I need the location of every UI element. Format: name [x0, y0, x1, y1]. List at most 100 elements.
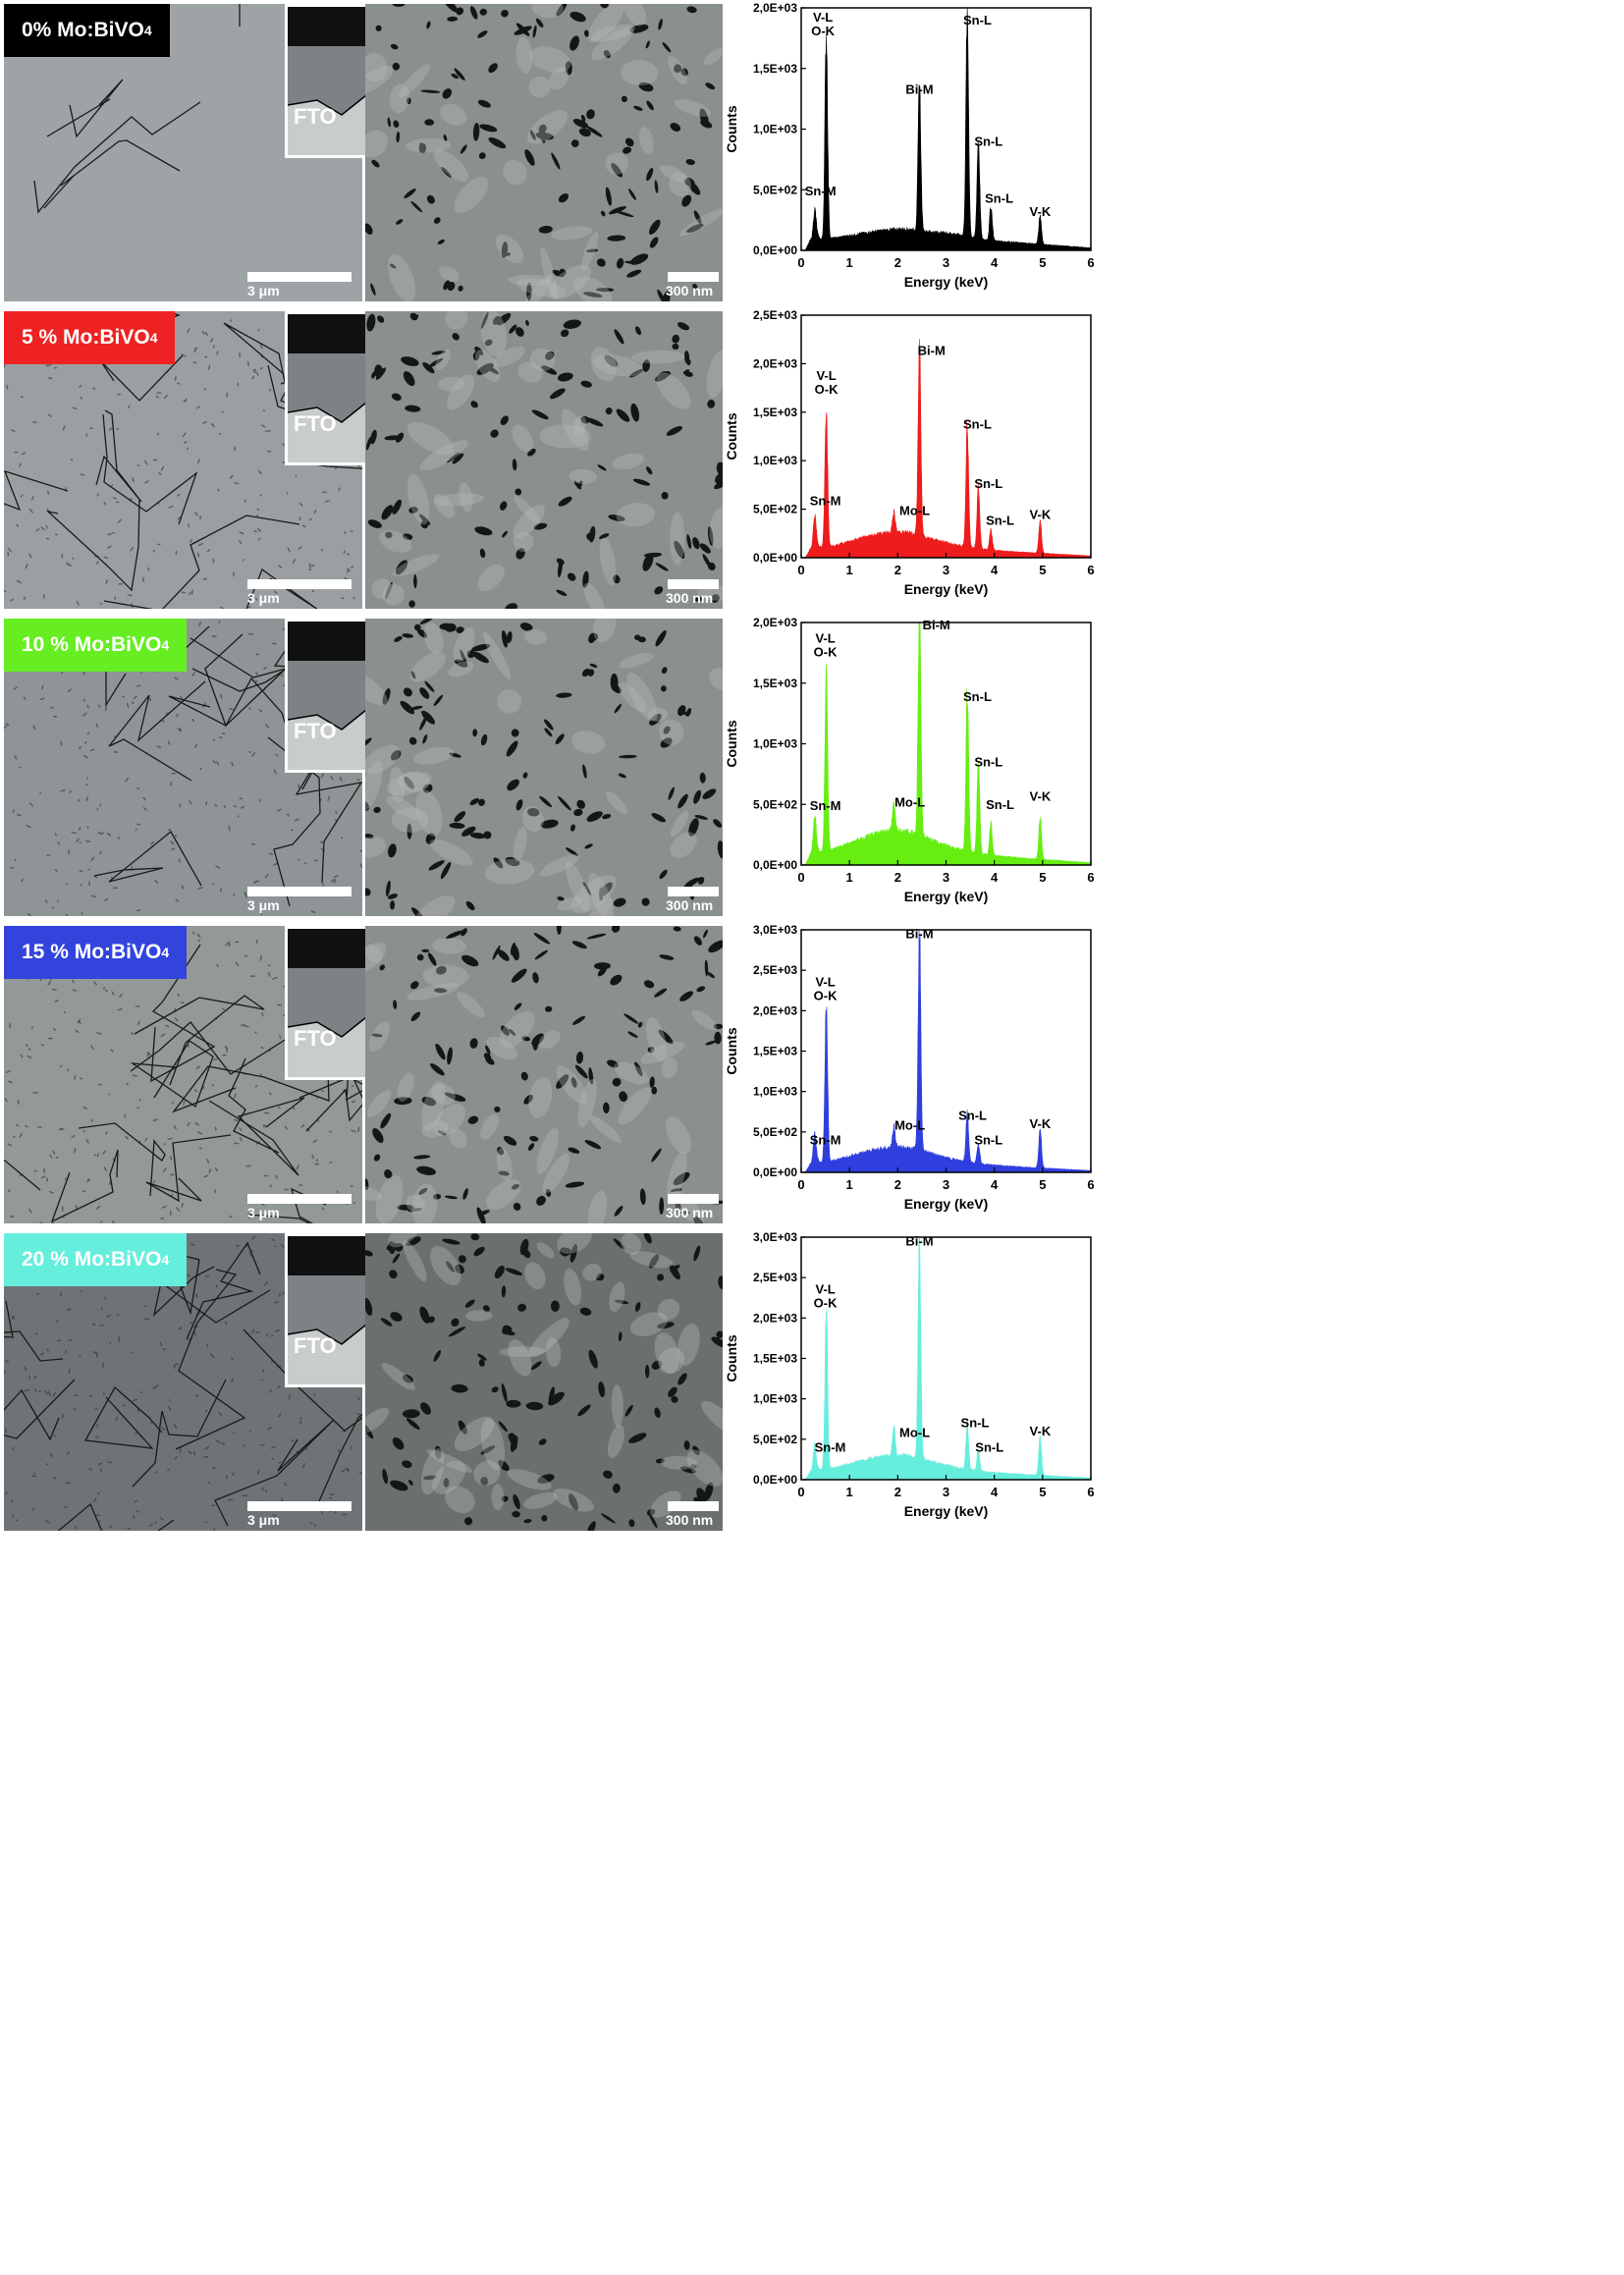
- peak-label: Sn-L: [974, 755, 1002, 770]
- low-mag-scale-bar: [247, 579, 352, 589]
- y-tick-label: 1,0E+03: [753, 1085, 797, 1099]
- peak-label: Sn-M: [810, 1132, 841, 1147]
- peak-label: Sn-L: [963, 689, 992, 704]
- high-mag-scale-text: 300 nm: [666, 897, 714, 913]
- peak-label: Bi-M: [923, 618, 950, 632]
- peak-label: Sn-L: [986, 513, 1014, 527]
- sem-high-magnification-image: [365, 926, 723, 1223]
- fto-label: FTO: [294, 411, 337, 436]
- x-tick-label: 1: [846, 1177, 853, 1192]
- y-tick-label: 5,0E+02: [753, 797, 797, 811]
- x-axis-label: Energy (keV): [904, 274, 989, 290]
- x-tick-label: 6: [1087, 1177, 1094, 1192]
- x-tick-label: 0: [797, 1485, 804, 1499]
- x-tick-label: 0: [797, 1177, 804, 1192]
- low-mag-scale-text: 3 μm: [247, 1512, 280, 1528]
- edx-spectrum-chart: 0 1 2 3 4 5 6 0,0E+00 5,0E+02 1,0E+03 1,5E+03 2,0E+…: [724, 922, 1098, 1229]
- edx-spectrum-chart: 0 1 2 3 4 5 6 0,0E+00 5,0E+02 1,0E+03 1,5E+03 2,0E+…: [724, 0, 1098, 307]
- y-tick-label: 2,5E+03: [753, 963, 797, 977]
- peak-label: Sn-L: [963, 417, 992, 432]
- peak-label: Sn-L: [974, 1132, 1002, 1147]
- x-tick-label: 0: [797, 255, 804, 270]
- sample-label: 20 % Mo:BiVO 4: [4, 1233, 188, 1286]
- sem-high-magnification-image: [365, 4, 723, 301]
- high-mag-scale-bar: [668, 272, 719, 282]
- fto-label: FTO: [294, 104, 337, 129]
- peak-label: V-K: [1030, 1424, 1052, 1438]
- x-tick-label: 6: [1087, 563, 1094, 577]
- peak-label: Sn-L: [986, 797, 1014, 812]
- sample-label-text: 15 % Mo:BiVO: [22, 941, 162, 963]
- y-tick-label: 0,0E+00: [753, 244, 797, 257]
- peak-label: V-L O-K: [814, 630, 838, 659]
- x-tick-label: 2: [894, 1485, 901, 1499]
- peak-label: V-L O-K: [811, 10, 835, 38]
- x-tick-label: 1: [846, 1485, 853, 1499]
- peak-label: Sn-M: [805, 184, 837, 198]
- x-tick-label: 0: [797, 563, 804, 577]
- sample-label-subscript: 4: [161, 637, 170, 653]
- fto-label: FTO: [294, 1026, 337, 1051]
- sample-label-subscript: 4: [161, 945, 170, 960]
- y-tick-label: 0,0E+00: [753, 1473, 797, 1487]
- low-mag-scale-text: 3 μm: [247, 1205, 280, 1220]
- x-tick-label: 2: [894, 870, 901, 885]
- x-tick-label: 2: [894, 1177, 901, 1192]
- y-axis-label: Counts: [725, 412, 739, 460]
- low-mag-scale-bar: [247, 272, 352, 282]
- edx-spectrum-chart: 0 1 2 3 4 5 6 0,0E+00 5,0E+02 1,0E+03 1,5E+03 2,0E+…: [724, 615, 1098, 922]
- y-axis-label: Counts: [725, 720, 739, 767]
- y-tick-label: 2,0E+03: [753, 1311, 797, 1325]
- peak-label: V-K: [1030, 204, 1052, 219]
- high-mag-scale-bar: [668, 1194, 719, 1204]
- sem-high-magnification-image: [365, 619, 723, 916]
- x-tick-label: 5: [1039, 1485, 1046, 1499]
- y-tick-label: 3,0E+03: [753, 923, 797, 937]
- peak-label: V-L O-K: [814, 975, 838, 1003]
- y-tick-label: 2,5E+03: [753, 1271, 797, 1284]
- y-tick-label: 0,0E+00: [753, 858, 797, 872]
- x-tick-label: 1: [846, 870, 853, 885]
- high-mag-scale-bar: [668, 887, 719, 896]
- sample-label: 15 % Mo:BiVO 4: [4, 926, 188, 979]
- sem-high-magnification-image: [365, 1233, 723, 1531]
- peak-label: Bi-M: [905, 81, 933, 96]
- x-tick-label: 6: [1087, 255, 1094, 270]
- x-axis-label: Energy (keV): [904, 1503, 989, 1519]
- x-tick-label: 4: [991, 870, 999, 885]
- x-tick-label: 3: [943, 1177, 949, 1192]
- peak-label: Sn-M: [810, 798, 841, 813]
- y-tick-label: 1,0E+03: [753, 454, 797, 467]
- peak-label: Mo-L: [899, 1425, 930, 1439]
- sample-label-subscript: 4: [161, 1252, 170, 1268]
- low-mag-scale-bar: [247, 1501, 352, 1511]
- y-tick-label: 1,5E+03: [753, 62, 797, 76]
- peak-label: Sn-M: [815, 1439, 846, 1454]
- x-tick-label: 5: [1039, 563, 1046, 577]
- peak-label: Sn-L: [974, 476, 1002, 491]
- plot-frame: [800, 622, 1092, 866]
- peak-label: V-K: [1030, 1116, 1052, 1131]
- fto-label: FTO: [294, 719, 337, 743]
- high-mag-scale-text: 300 nm: [666, 1512, 714, 1528]
- x-tick-label: 1: [846, 563, 853, 577]
- x-tick-label: 5: [1039, 870, 1046, 885]
- x-tick-label: 5: [1039, 1177, 1046, 1192]
- y-tick-label: 3,0E+03: [753, 1230, 797, 1244]
- peak-label: Sn-L: [961, 1416, 990, 1431]
- sample-label: 0% Mo:BiVO 4: [4, 4, 170, 57]
- y-axis-label: Counts: [725, 1334, 739, 1381]
- sample-label: 5 % Mo:BiVO 4: [4, 311, 176, 364]
- edx-spectrum-chart: 0 1 2 3 4 5 6 0,0E+00 5,0E+02 1,0E+03 1,5E+03 2,0E+…: [724, 307, 1098, 615]
- peak-label: V-K: [1030, 507, 1052, 521]
- peak-label: Sn-L: [958, 1109, 987, 1123]
- sample-label-subscript: 4: [149, 330, 158, 346]
- y-tick-label: 1,5E+03: [753, 1045, 797, 1058]
- x-tick-label: 3: [943, 255, 949, 270]
- y-tick-label: 2,0E+03: [753, 1003, 797, 1017]
- high-mag-scale-bar: [668, 579, 719, 589]
- high-mag-scale-text: 300 nm: [666, 590, 714, 606]
- plot-frame: [800, 929, 1092, 1173]
